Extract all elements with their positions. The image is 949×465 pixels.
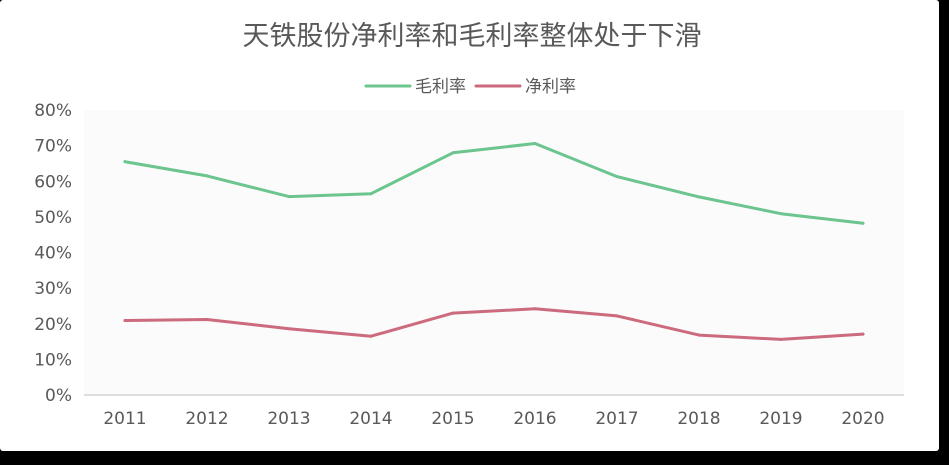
data-point	[123, 160, 127, 164]
data-point	[779, 337, 783, 341]
data-point	[451, 311, 455, 315]
data-point	[205, 317, 209, 321]
x-tick-label: 2017	[595, 409, 638, 429]
data-point	[615, 314, 619, 318]
y-tick-label: 60%	[34, 172, 72, 192]
legend: 毛利率 净利率	[364, 77, 576, 97]
y-tick-label: 0%	[45, 386, 72, 406]
data-point	[533, 307, 537, 311]
y-tick-label: 70%	[34, 137, 72, 157]
x-tick-label: 2020	[841, 409, 884, 429]
x-tick-label: 2015	[431, 409, 474, 429]
x-tick-label: 2014	[349, 409, 392, 429]
x-tick-label: 2012	[185, 409, 228, 429]
chart-title: 天铁股份净利率和毛利率整体处于下滑	[243, 21, 702, 52]
x-tick-label: 2011	[103, 409, 146, 429]
data-point	[287, 195, 291, 199]
data-point	[287, 327, 291, 331]
series-line-0	[123, 142, 865, 225]
data-point	[369, 192, 373, 196]
y-tick-label: 80%	[34, 101, 72, 121]
data-point	[861, 221, 865, 225]
x-tick-label: 2016	[513, 409, 556, 429]
legend-label: 毛利率	[415, 77, 466, 97]
data-point	[861, 332, 865, 336]
series-layer	[123, 141, 865, 341]
legend-label: 净利率	[525, 77, 576, 97]
data-point	[697, 333, 701, 337]
data-point	[369, 334, 373, 338]
data-point	[451, 151, 455, 155]
x-tick-label: 2013	[267, 409, 310, 429]
data-point	[697, 195, 701, 199]
x-tick-label: 2018	[677, 409, 720, 429]
y-tick-label: 30%	[34, 279, 72, 299]
y-tick-label: 40%	[34, 244, 72, 264]
y-tick-label: 10%	[34, 350, 72, 370]
chart-svg: 天铁股份净利率和毛利率整体处于下滑 毛利率 净利率 0% 10% 20% 30% 40% 5…	[34, 21, 904, 429]
data-point	[615, 175, 619, 179]
y-tick-label: 20%	[34, 315, 72, 335]
y-axis-ticks: 0% 10% 20% 30% 40% 50% 60% 70% 80%	[34, 101, 72, 406]
plot-area	[84, 110, 904, 395]
x-axis-ticks: 2011 2012 2013 2014 2015 2016 2017 2018 2019 2020	[103, 409, 884, 429]
x-tick-label: 2019	[759, 409, 802, 429]
series-line-1	[123, 307, 865, 341]
data-point	[123, 319, 127, 323]
y-tick-label: 50%	[34, 208, 72, 228]
data-point	[533, 141, 537, 145]
data-point	[205, 174, 209, 178]
chart-card: 天铁股份净利率和毛利率整体处于下滑 毛利率 净利率 0% 10% 20% 30% 40% 5…	[0, 0, 939, 451]
data-point	[779, 212, 783, 216]
